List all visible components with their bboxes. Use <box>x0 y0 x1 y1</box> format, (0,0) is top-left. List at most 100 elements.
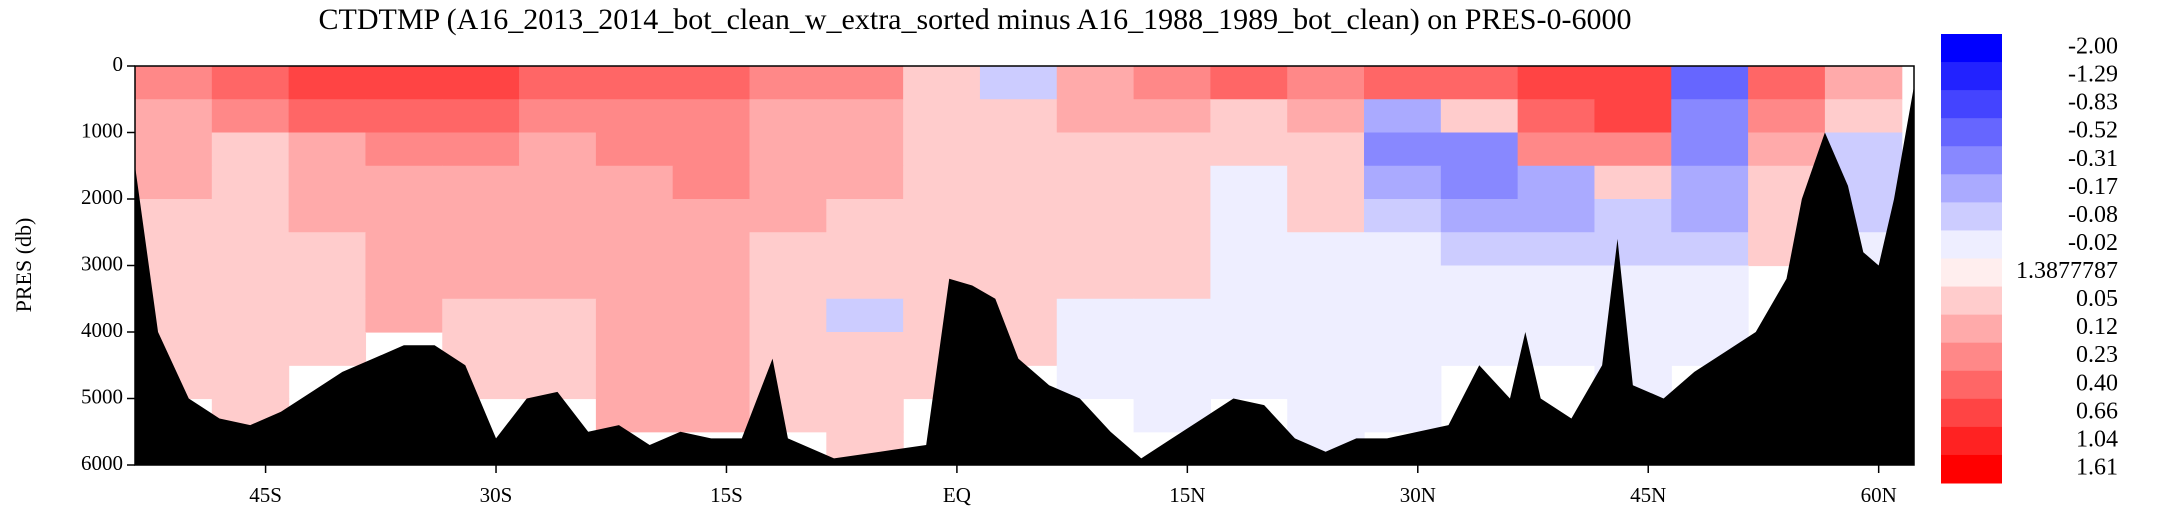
heatmap-cell <box>211 232 290 267</box>
heatmap-cell <box>1056 265 1135 300</box>
heatmap-cell <box>903 66 981 100</box>
heatmap-cell <box>1056 298 1135 333</box>
heatmap-cell <box>1287 398 1365 433</box>
heatmap-cell <box>672 398 751 433</box>
colorbar-swatch <box>1941 174 2002 203</box>
heatmap-cell <box>1748 99 1826 134</box>
heatmap-cell <box>1594 132 1672 167</box>
bathymetry <box>135 85 1914 465</box>
heatmap-cell <box>442 165 520 200</box>
heatmap-cell <box>288 265 367 300</box>
heatmap-cell <box>519 165 597 200</box>
heatmap-cell <box>288 199 367 233</box>
heatmap-cell <box>979 99 1058 134</box>
colorbar-label: 0.40 <box>2076 370 2118 396</box>
colorbar-label: 1.3877787 <box>2016 258 2118 284</box>
heatmap-cell <box>365 165 443 200</box>
heatmap-cell <box>595 332 674 366</box>
heatmap-cell <box>1210 199 1288 233</box>
colorbar-swatch <box>1941 118 2002 147</box>
heatmap-cell <box>1440 199 1519 233</box>
heatmap-cell <box>1517 66 1596 100</box>
heatmap-cell <box>826 165 904 200</box>
heatmap-cell <box>749 66 827 100</box>
heatmap-cell <box>979 265 1058 300</box>
heatmap-cell <box>288 232 367 267</box>
heatmap-cell <box>519 99 597 134</box>
heatmap-cell <box>442 232 520 267</box>
heatmap-cell <box>1287 132 1365 167</box>
heatmap-cell <box>1364 66 1442 100</box>
heatmap-cell <box>135 132 213 167</box>
heatmap-cell <box>672 132 751 167</box>
y-tick-label: 5000 <box>81 384 123 408</box>
heatmap-cell <box>211 99 290 134</box>
heatmap-cell <box>288 165 367 200</box>
colorbar-label: 0.66 <box>2076 398 2118 424</box>
heatmap-cell <box>979 165 1058 200</box>
heatmap-cell <box>1517 298 1596 333</box>
x-tick-label: 15S <box>710 483 743 507</box>
heatmap-cell <box>903 132 981 167</box>
heatmap-cell <box>903 165 981 200</box>
heatmap-cell <box>519 232 597 267</box>
heatmap-cell <box>903 232 981 267</box>
heatmap-cell <box>1594 99 1672 134</box>
heatmap-cell <box>1210 365 1288 400</box>
bathymetry-layer <box>135 85 1914 465</box>
heatmap-cell <box>211 165 290 200</box>
heatmap-cell <box>595 365 674 400</box>
heatmap-cell <box>595 232 674 267</box>
heatmap-cell <box>1748 132 1826 167</box>
heatmap-cell <box>1440 99 1519 134</box>
heatmap-cell <box>1594 232 1672 267</box>
heatmap-cell <box>1364 332 1442 366</box>
colorbar-label: 0.12 <box>2076 314 2118 340</box>
heatmap-cell <box>1671 165 1749 200</box>
heatmap-cell <box>1517 232 1596 267</box>
heatmap-cell <box>1133 165 1211 200</box>
heatmap-cell <box>826 232 904 267</box>
colorbar-swatch <box>1941 314 2002 344</box>
colorbar-swatch <box>1941 398 2002 428</box>
heatmap-cell <box>1594 298 1672 333</box>
heatmap-cell <box>903 99 981 134</box>
heatmap-cell <box>365 66 443 100</box>
colorbar-swatch <box>1941 230 2002 259</box>
heatmap-cell <box>1364 232 1442 267</box>
heatmap-cell <box>903 199 981 233</box>
heatmap-cell <box>1440 298 1519 333</box>
heatmap-cell <box>595 298 674 333</box>
heatmap-cell <box>749 265 827 300</box>
heatmap-cell <box>672 165 751 200</box>
heatmap-cell <box>1364 199 1442 233</box>
heatmap-cell <box>749 199 827 233</box>
heatmap-cell <box>1748 66 1826 100</box>
heatmap-cell <box>595 398 674 433</box>
heatmap-cell <box>826 66 904 100</box>
heatmap-cell <box>672 199 751 233</box>
x-tick-label: 60N <box>1861 483 1897 507</box>
heatmap-cell <box>1594 66 1672 100</box>
heatmap-cell <box>211 265 290 300</box>
heatmap-cell <box>519 298 597 333</box>
heatmap-cell <box>1440 332 1519 366</box>
heatmap-cell <box>749 232 827 267</box>
heatmap-cell <box>1594 265 1672 300</box>
heatmap-cell <box>1210 66 1288 100</box>
heatmap-cell <box>1287 265 1365 300</box>
heatmap-cell <box>135 66 213 100</box>
y-tick-label: 2000 <box>81 185 123 209</box>
heatmap-cell <box>1210 332 1288 366</box>
heatmap-cell <box>1594 165 1672 200</box>
colorbar-swatch <box>1941 342 2002 372</box>
colorbar-swatch <box>1941 90 2002 119</box>
heatmap-cell <box>442 265 520 300</box>
heatmap-cell <box>1440 66 1519 100</box>
heatmap-cell <box>1824 132 1903 167</box>
heatmap-cell <box>1671 199 1749 233</box>
heatmap-cell <box>442 66 520 100</box>
heatmap-cell <box>211 66 290 100</box>
